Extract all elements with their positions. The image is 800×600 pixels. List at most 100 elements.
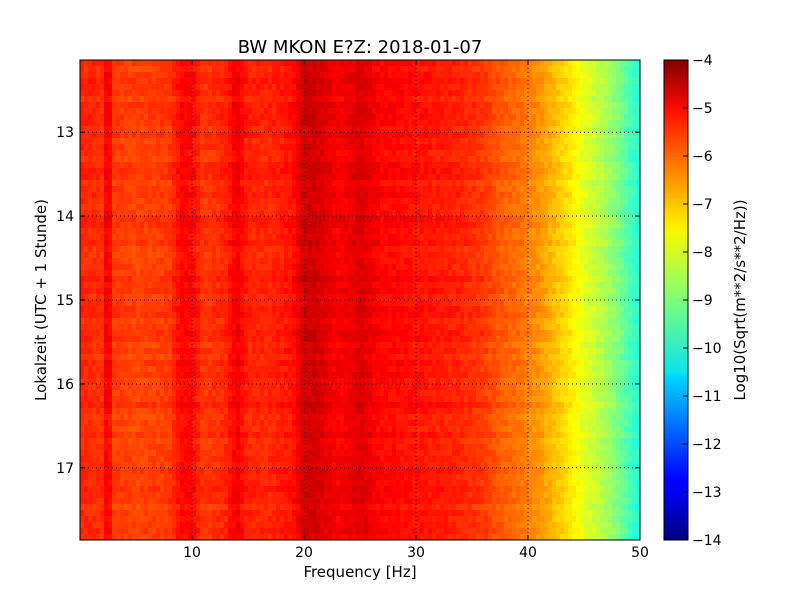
heatmap-cell bbox=[84, 72, 89, 79]
heatmap-cell bbox=[172, 210, 177, 217]
heatmap-cell bbox=[160, 480, 165, 487]
heatmap-cell bbox=[284, 402, 289, 409]
heatmap-cell bbox=[96, 492, 101, 499]
heatmap-cell bbox=[212, 504, 217, 511]
heatmap-cell bbox=[292, 156, 297, 163]
heatmap-cell bbox=[116, 396, 121, 403]
heatmap-cell bbox=[236, 312, 241, 319]
heatmap-cell bbox=[188, 390, 193, 397]
heatmap-cell bbox=[152, 492, 157, 499]
heatmap-cell bbox=[164, 330, 169, 337]
heatmap-cell bbox=[312, 246, 317, 253]
heatmap-cell bbox=[212, 438, 217, 445]
heatmap-cell bbox=[320, 144, 325, 151]
heatmap-cell bbox=[224, 168, 229, 175]
heatmap-cell bbox=[156, 228, 161, 235]
heatmap-cell bbox=[184, 150, 189, 157]
heatmap-cell bbox=[328, 252, 333, 259]
heatmap-cell bbox=[292, 108, 297, 115]
heatmap-cell bbox=[240, 420, 245, 427]
heatmap-cell bbox=[204, 468, 209, 475]
heatmap-cell bbox=[100, 138, 105, 145]
heatmap-cell bbox=[320, 348, 325, 355]
heatmap-cell bbox=[284, 102, 289, 109]
heatmap-cell bbox=[216, 78, 221, 85]
heatmap-cell bbox=[320, 276, 325, 283]
heatmap-cell bbox=[100, 132, 105, 139]
heatmap-cell bbox=[272, 210, 277, 217]
heatmap-cell bbox=[132, 222, 137, 229]
heatmap-cell bbox=[180, 228, 185, 235]
heatmap-cell bbox=[296, 324, 301, 331]
heatmap-cell bbox=[224, 390, 229, 397]
heatmap-cell bbox=[288, 396, 293, 403]
heatmap-cell bbox=[172, 378, 177, 385]
heatmap-cell bbox=[228, 342, 233, 349]
heatmap-cell bbox=[304, 174, 309, 181]
heatmap-cell bbox=[284, 156, 289, 163]
heatmap-cell bbox=[276, 84, 281, 91]
heatmap-cell bbox=[132, 84, 137, 91]
heatmap-cell bbox=[292, 162, 297, 169]
heatmap-cell bbox=[208, 192, 213, 199]
heatmap-cell bbox=[220, 108, 225, 115]
heatmap-cell bbox=[264, 150, 269, 157]
heatmap-cell bbox=[316, 438, 321, 445]
heatmap-cell bbox=[260, 78, 265, 85]
heatmap-cell bbox=[204, 78, 209, 85]
heatmap-cell bbox=[260, 534, 265, 540]
heatmap-cell bbox=[264, 378, 269, 385]
heatmap-cell bbox=[268, 306, 273, 313]
heatmap-cell bbox=[112, 354, 117, 361]
heatmap-cell bbox=[156, 60, 161, 67]
heatmap-cell bbox=[196, 258, 201, 265]
heatmap-cell bbox=[276, 252, 281, 259]
heatmap-cell bbox=[156, 336, 161, 343]
heatmap-cell bbox=[152, 516, 157, 523]
heatmap-cell bbox=[116, 426, 121, 433]
heatmap-cell bbox=[204, 144, 209, 151]
heatmap-cell bbox=[264, 516, 269, 523]
heatmap-cell bbox=[172, 162, 177, 169]
heatmap-cell bbox=[128, 360, 133, 367]
heatmap-cell bbox=[88, 534, 93, 540]
heatmap-cell bbox=[192, 390, 197, 397]
heatmap-cell bbox=[192, 60, 197, 67]
heatmap-cell bbox=[264, 426, 269, 433]
heatmap-cell bbox=[80, 456, 85, 463]
heatmap-cell bbox=[312, 534, 317, 540]
heatmap-cell bbox=[300, 360, 305, 367]
heatmap-cell bbox=[244, 360, 249, 367]
heatmap-cell bbox=[316, 294, 321, 301]
heatmap-cell bbox=[272, 474, 277, 481]
heatmap-cell bbox=[220, 336, 225, 343]
heatmap-cell bbox=[108, 282, 113, 289]
heatmap-cell bbox=[124, 198, 129, 205]
heatmap-cell bbox=[164, 408, 169, 415]
heatmap-cell bbox=[88, 204, 93, 211]
heatmap-cell bbox=[96, 126, 101, 133]
heatmap-cell bbox=[304, 222, 309, 229]
heatmap-cell bbox=[148, 228, 153, 235]
heatmap-cell bbox=[320, 84, 325, 91]
heatmap-cell bbox=[212, 384, 217, 391]
heatmap-cell bbox=[260, 378, 265, 385]
heatmap-cell bbox=[280, 504, 285, 511]
heatmap-cell bbox=[116, 354, 121, 361]
heatmap-cell bbox=[176, 204, 181, 211]
heatmap-cell bbox=[80, 528, 85, 535]
heatmap-cell bbox=[116, 432, 121, 439]
heatmap-cell bbox=[228, 366, 233, 373]
heatmap-cell bbox=[228, 156, 233, 163]
heatmap-cell bbox=[112, 462, 117, 469]
heatmap-cell bbox=[172, 408, 177, 415]
heatmap-cell bbox=[256, 252, 261, 259]
heatmap-cell bbox=[244, 264, 249, 271]
heatmap-cell bbox=[132, 426, 137, 433]
heatmap-cell bbox=[100, 312, 105, 319]
heatmap-cell bbox=[96, 252, 101, 259]
heatmap-cell bbox=[88, 246, 93, 253]
heatmap-cell bbox=[296, 168, 301, 175]
heatmap-cell bbox=[80, 318, 85, 325]
heatmap-cell bbox=[308, 162, 313, 169]
